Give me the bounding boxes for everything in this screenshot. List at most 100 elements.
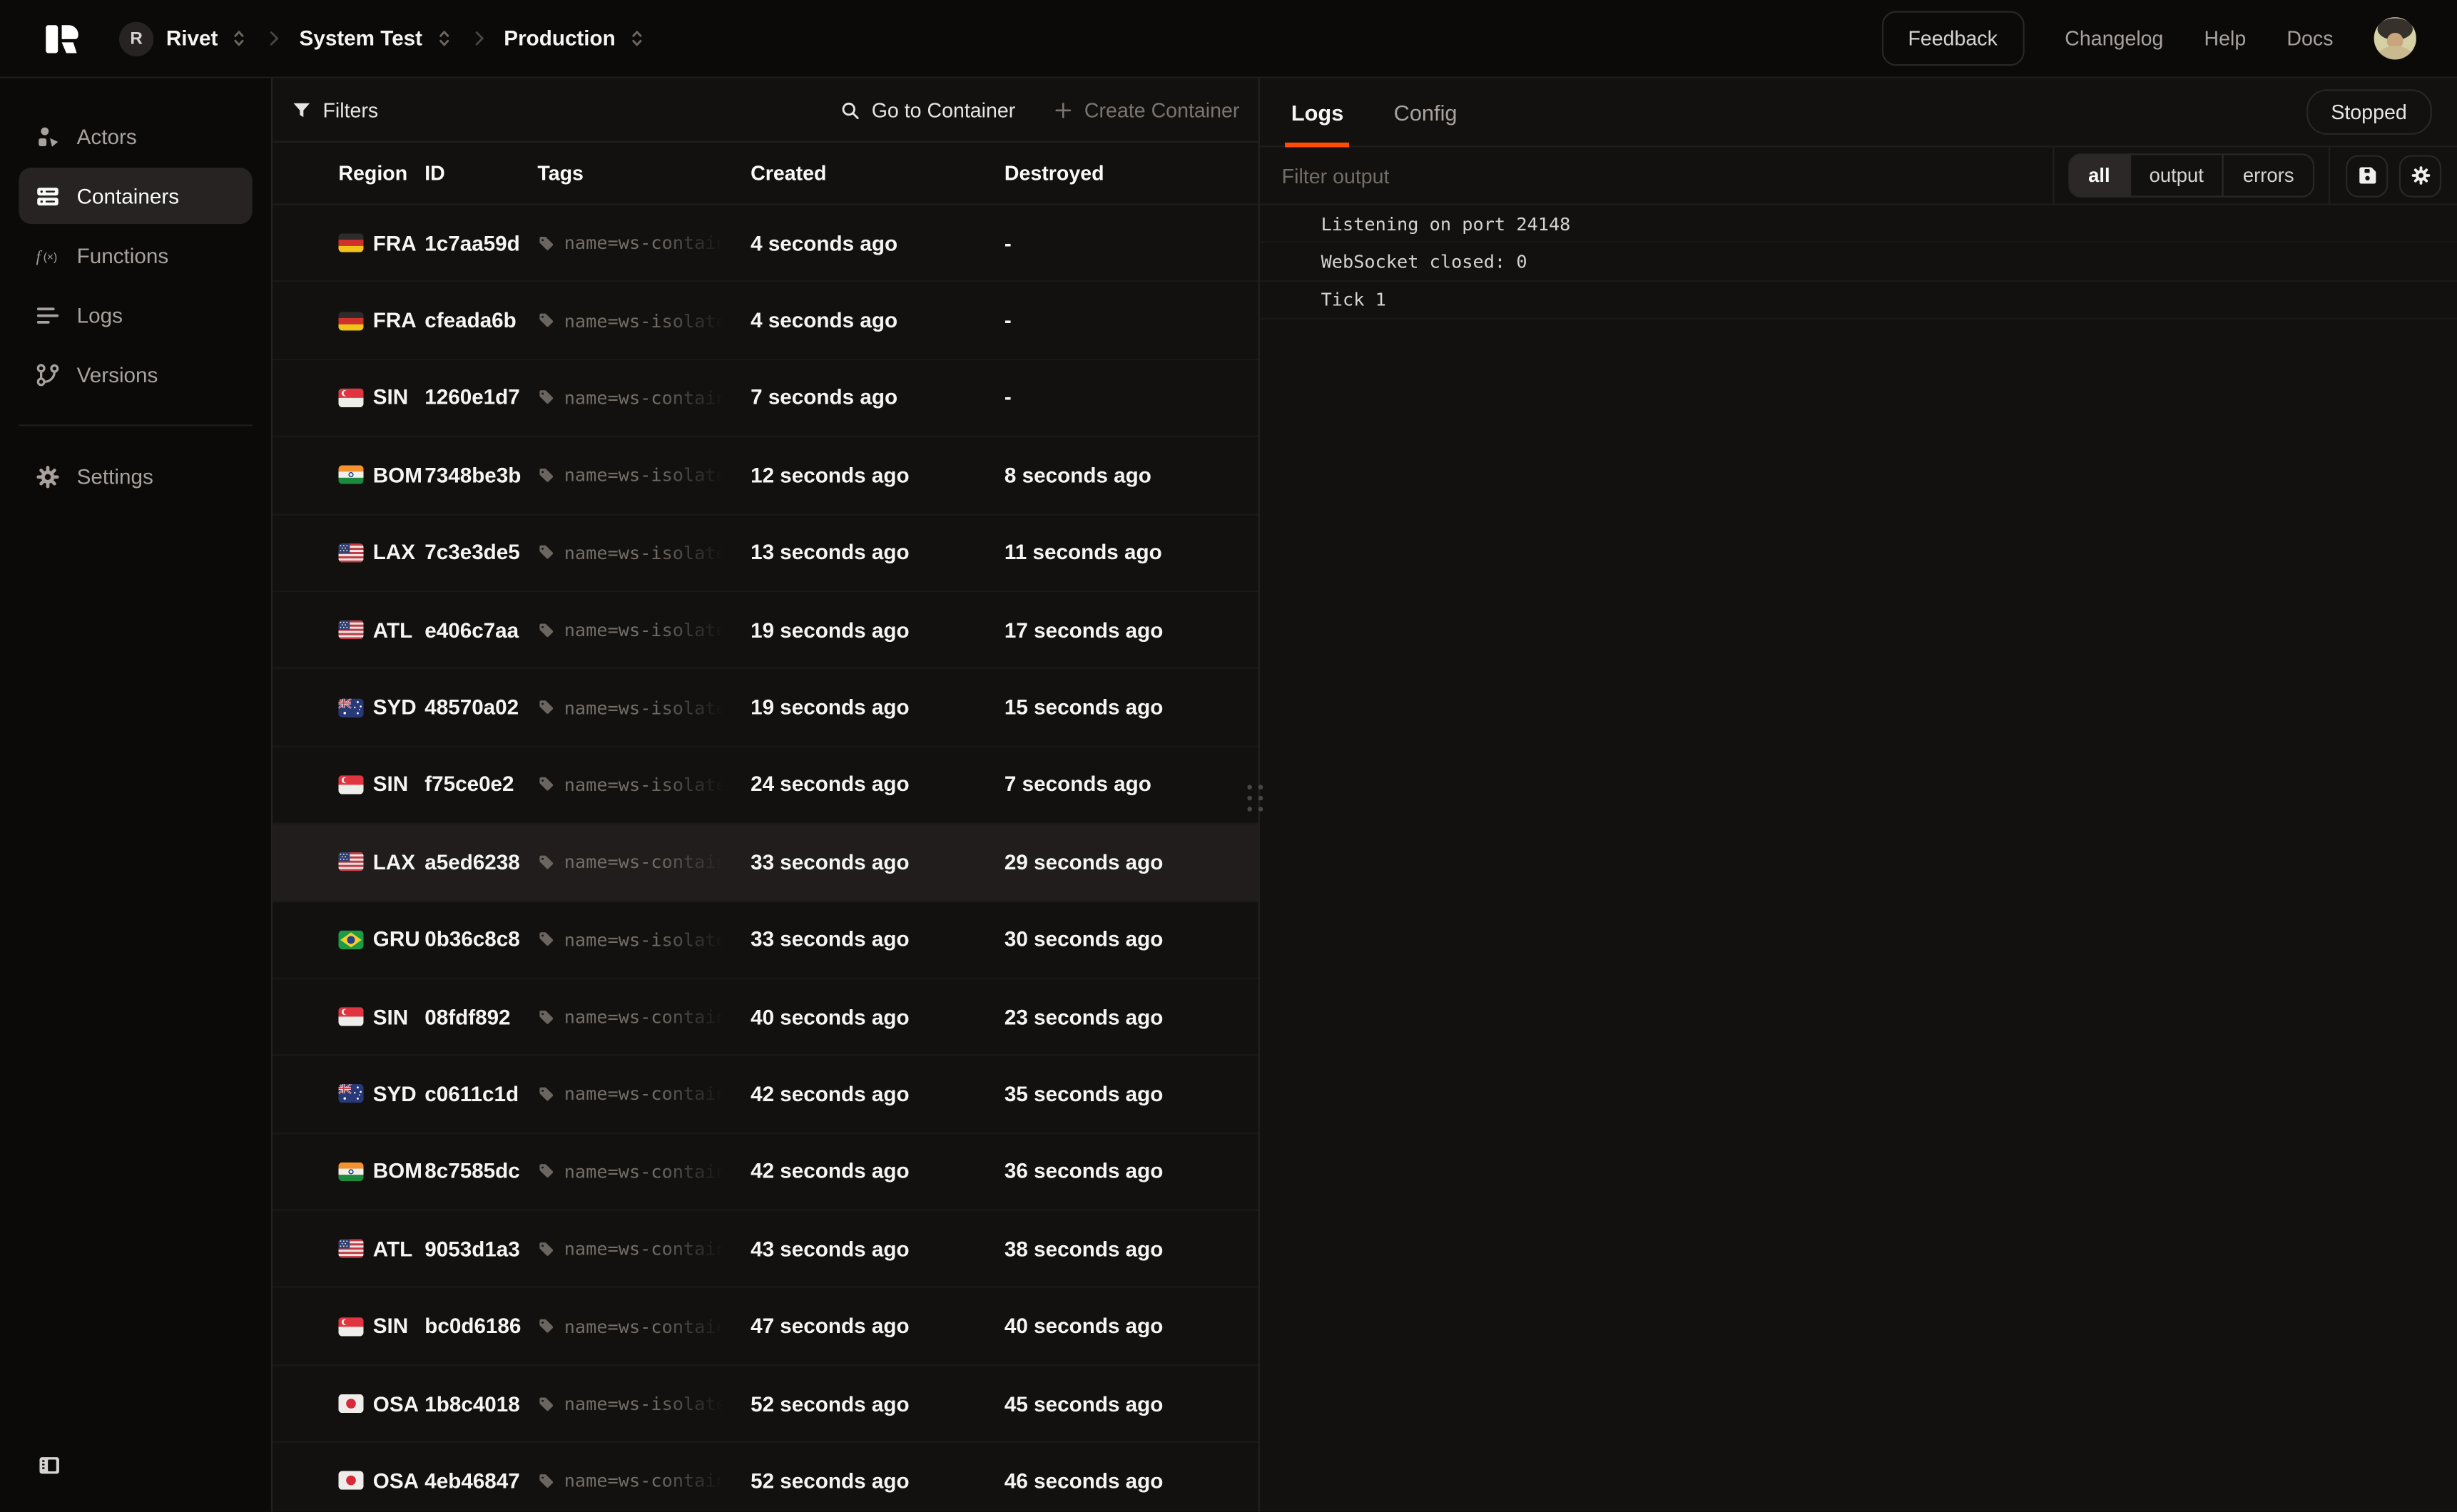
tag-text: name=ws-container xyxy=(564,1237,731,1260)
log-filter-errors[interactable]: errors xyxy=(2222,155,2313,196)
created-time: 24 seconds ago xyxy=(751,772,910,797)
log-filter-output[interactable]: output xyxy=(2129,155,2222,196)
docs-link[interactable]: Docs xyxy=(2286,26,2334,51)
breadcrumb-org[interactable]: R Rivet xyxy=(118,21,248,56)
create-container-button[interactable]: Create Container xyxy=(1053,98,1239,121)
flag-jp-icon xyxy=(338,1394,364,1414)
table-row[interactable]: BOM 7348be3b name=ws-isolate 12 seconds ago… xyxy=(273,437,1258,515)
tab-logs[interactable]: Logs xyxy=(1285,78,1351,148)
log-filter-all[interactable]: all xyxy=(2069,155,2130,196)
table-row[interactable]: FRA 1c7aa59d name=ws-container 4 seconds ag… xyxy=(273,205,1258,283)
tag-text: name=ws-isolate xyxy=(564,309,727,332)
log-line[interactable]: WebSocket closed: 0 xyxy=(1259,243,2457,282)
table-row[interactable]: SYD c0611c1d name=ws-container 42 seconds a… xyxy=(273,1056,1258,1134)
container-id: 08fdf892 xyxy=(424,1005,511,1029)
help-link[interactable]: Help xyxy=(2204,26,2247,51)
user-avatar[interactable] xyxy=(2374,17,2416,60)
flag-sg-icon xyxy=(338,1317,364,1336)
log-filter-input[interactable] xyxy=(1259,147,2052,204)
sidebar-item-containers[interactable]: Containers xyxy=(19,168,253,225)
panel-resize-handle[interactable] xyxy=(1247,785,1263,812)
table-row[interactable]: SIN f75ce0e2 name=ws-isolate 24 seconds ago… xyxy=(273,747,1258,824)
sidebar-item-actors[interactable]: Actors xyxy=(19,108,252,165)
column-header-created: Created xyxy=(751,161,827,185)
filters-button[interactable]: Filters xyxy=(292,98,378,121)
tags-cell: name=ws-isolate xyxy=(537,310,751,332)
destroyed-time: 30 seconds ago xyxy=(1004,927,1164,951)
table-row[interactable]: OSA 4eb46847 name=ws-container 52 seconds a… xyxy=(273,1443,1258,1511)
created-time: 12 seconds ago xyxy=(751,463,910,487)
tags-cell: name=ws-container xyxy=(537,851,751,873)
region-code: ATL xyxy=(372,618,413,642)
table-row[interactable]: GRU 0b36c8c8 name=ws-isolate 33 seconds ago… xyxy=(273,901,1258,979)
created-time: 47 seconds ago xyxy=(751,1314,910,1339)
sidebar-item-logs[interactable]: Logs xyxy=(19,287,252,343)
region-cell: SIN xyxy=(338,1314,424,1338)
log-line[interactable]: Tick 1 xyxy=(1259,281,2457,320)
flag-us-icon xyxy=(338,852,364,872)
chevron-right-icon xyxy=(468,29,489,49)
table-row[interactable]: LAX a5ed6238 name=ws-container 33 seconds a… xyxy=(273,824,1258,902)
table-row[interactable]: FRA cfeada6b name=ws-isolate 4 seconds ago - xyxy=(273,282,1258,360)
sidebar: Actors Containers f (×) Functions Logs Version… xyxy=(0,78,271,1512)
destroyed-time: 45 seconds ago xyxy=(1004,1391,1164,1416)
destroyed-time: 8 seconds ago xyxy=(1004,463,1151,487)
table-row[interactable]: SIN 1260e1d7 name=ws-container 7 seconds ag… xyxy=(273,360,1258,438)
containers-table-region: Filters Go to Container Create Container… xyxy=(270,78,1258,1512)
destroyed-time: 11 seconds ago xyxy=(1004,541,1162,565)
sidebar-item-functions[interactable]: f (×) Functions xyxy=(19,227,252,283)
flag-au-icon xyxy=(338,1084,364,1104)
sidebar-item-settings[interactable]: Settings xyxy=(19,448,252,504)
breadcrumb-project[interactable]: System Test xyxy=(300,26,452,50)
region-code: GRU xyxy=(372,927,420,951)
region-cell: SIN xyxy=(338,773,424,797)
sidebar-item-label: Containers xyxy=(76,184,180,208)
tab-logs-label: Logs xyxy=(1291,99,1344,125)
table-row[interactable]: LAX 7c3e3de5 name=ws-isolate 13 seconds ago… xyxy=(273,515,1258,593)
tab-config[interactable]: Config xyxy=(1388,78,1463,145)
breadcrumb-environment[interactable]: Production xyxy=(504,26,645,50)
save-logs-button[interactable] xyxy=(2346,154,2389,197)
org-avatar: R xyxy=(118,21,154,56)
region-cell: SYD xyxy=(338,695,424,719)
log-settings-button[interactable] xyxy=(2398,154,2442,197)
table-row[interactable]: BOM 8c7585dc name=ws-container 42 seconds a… xyxy=(273,1134,1258,1212)
flag-sg-icon xyxy=(338,388,364,408)
container-id: 4eb46847 xyxy=(424,1469,520,1493)
go-to-container-button[interactable]: Go to Container xyxy=(840,98,1016,122)
table-row[interactable]: SIN bc0d6186 name=ws-container 47 seconds a… xyxy=(273,1288,1258,1366)
collapse-sidebar-icon[interactable] xyxy=(38,1454,61,1477)
logs-icon xyxy=(34,302,61,328)
table-row[interactable]: SYD 48570a02 name=ws-isolate 19 seconds ago… xyxy=(273,670,1258,747)
go-to-container-label: Go to Container xyxy=(871,98,1016,122)
region-code: ATL xyxy=(372,1237,413,1261)
region-code: SIN xyxy=(372,1314,409,1339)
tag-text: name=ws-isolate xyxy=(564,928,727,951)
save-icon xyxy=(2356,165,2378,187)
versions-icon xyxy=(34,361,61,387)
log-line[interactable]: Listening on port 24148 xyxy=(1259,205,2457,244)
destroyed-time: 35 seconds ago xyxy=(1004,1082,1164,1106)
destroyed-time: - xyxy=(1004,231,1012,255)
table-row[interactable]: OSA 1b8c4018 name=ws-isolate 52 seconds ago… xyxy=(273,1366,1258,1444)
container-id: e406c7aa xyxy=(424,618,519,642)
table-header: Region ID Tags Created Destroyed xyxy=(273,143,1258,205)
tag-text: name=ws-isolate xyxy=(564,773,727,796)
sidebar-item-label: Actors xyxy=(76,124,137,148)
region-code: SIN xyxy=(372,1005,409,1029)
table-row[interactable]: ATL 9053d1a3 name=ws-container 43 seconds a… xyxy=(273,1211,1258,1289)
tags-cell: name=ws-isolate xyxy=(537,1393,751,1414)
tag-text: name=ws-isolate xyxy=(564,696,727,719)
changelog-link[interactable]: Changelog xyxy=(2065,26,2164,51)
svg-text:f: f xyxy=(36,247,43,265)
tag-text: name=ws-container xyxy=(564,851,731,874)
feedback-button[interactable]: Feedback xyxy=(1881,11,2025,66)
region-cell: SIN xyxy=(338,386,424,409)
region-cell: ATL xyxy=(338,1237,424,1261)
container-id: 9053d1a3 xyxy=(424,1237,520,1261)
sidebar-item-versions[interactable]: Versions xyxy=(19,346,252,402)
tag-icon xyxy=(537,1086,554,1103)
table-row[interactable]: ATL e406c7aa name=ws-isolate 19 seconds ago… xyxy=(273,592,1258,670)
table-row[interactable]: SIN 08fdf892 name=ws-container 40 seconds a… xyxy=(273,979,1258,1057)
